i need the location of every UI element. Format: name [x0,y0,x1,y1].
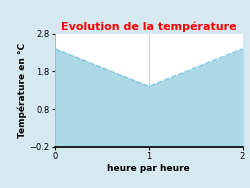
Title: Evolution de la température: Evolution de la température [61,21,236,32]
X-axis label: heure par heure: heure par heure [108,164,190,173]
Y-axis label: Température en °C: Température en °C [17,43,26,138]
